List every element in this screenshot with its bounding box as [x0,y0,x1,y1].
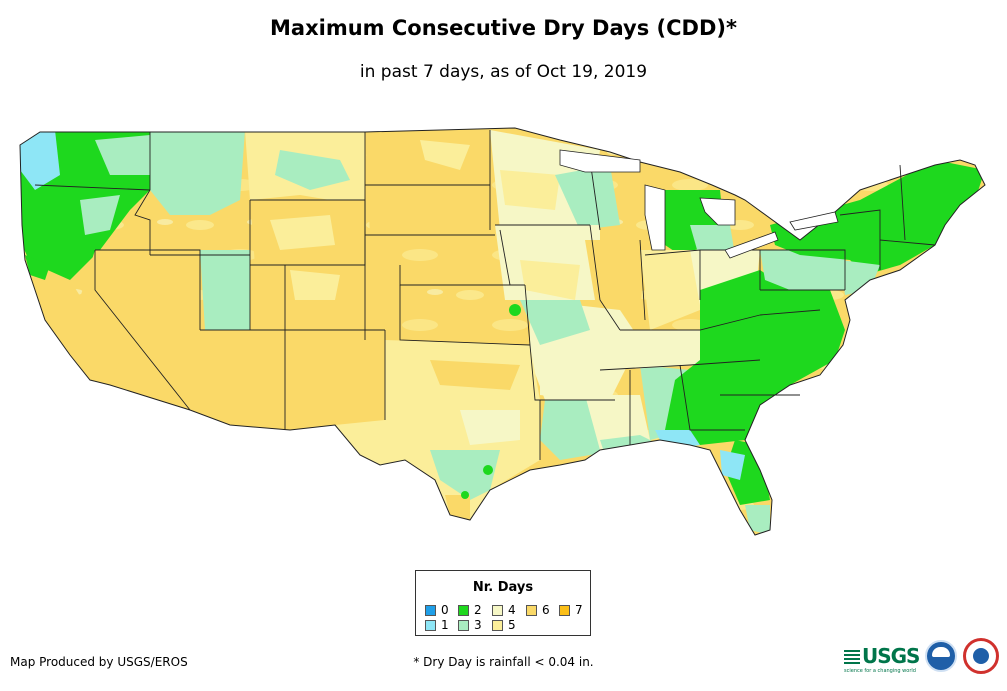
legend-label: 7 [575,603,583,617]
legend-swatch [559,604,570,616]
legend-label: 1 [441,618,449,632]
legend-label: 6 [542,603,550,617]
legend-item: 1 [425,618,449,632]
legend-item: 0 [425,603,449,617]
legend-item: 4 [492,603,516,617]
map-subtitle: in past 7 days, as of Oct 19, 2019 [359,62,648,82]
legend: Nr. Days 0 1 2 3 4 5 6 7 [415,570,591,636]
nws-logo-icon [963,638,999,674]
legend-swatch [458,619,469,631]
legend-swatch [492,619,503,631]
map-credit: Map Produced by USGS/EROS [10,655,188,669]
footnote: * Dry Day is rainfall < 0.04 in. [413,655,594,669]
usgs-logo-text: USGS [862,644,920,668]
legend-item: 7 [559,603,583,617]
legend-label: 0 [441,603,449,617]
legend-swatch [458,604,469,616]
legend-item: 2 [458,603,482,617]
legend-item: 5 [492,618,516,632]
legend-swatch [492,604,503,616]
legend-item: 6 [526,603,550,617]
noaa-logo-icon [925,640,957,672]
map-title: Maximum Consecutive Dry Days (CDD)* [270,16,737,40]
legend-label: 2 [474,603,482,617]
legend-title: Nr. Days [472,580,534,595]
legend-label: 5 [508,618,516,632]
usgs-wave-icon [844,648,860,664]
legend-swatch [526,604,537,616]
usgs-tagline: science for a changing world [844,668,916,674]
legend-swatch [425,619,436,631]
legend-label: 3 [474,618,482,632]
legend-item: 3 [458,618,482,632]
legend-label: 4 [508,603,516,617]
legend-swatch [425,604,436,616]
usgs-logo: USGS science for a changing world [844,644,920,674]
